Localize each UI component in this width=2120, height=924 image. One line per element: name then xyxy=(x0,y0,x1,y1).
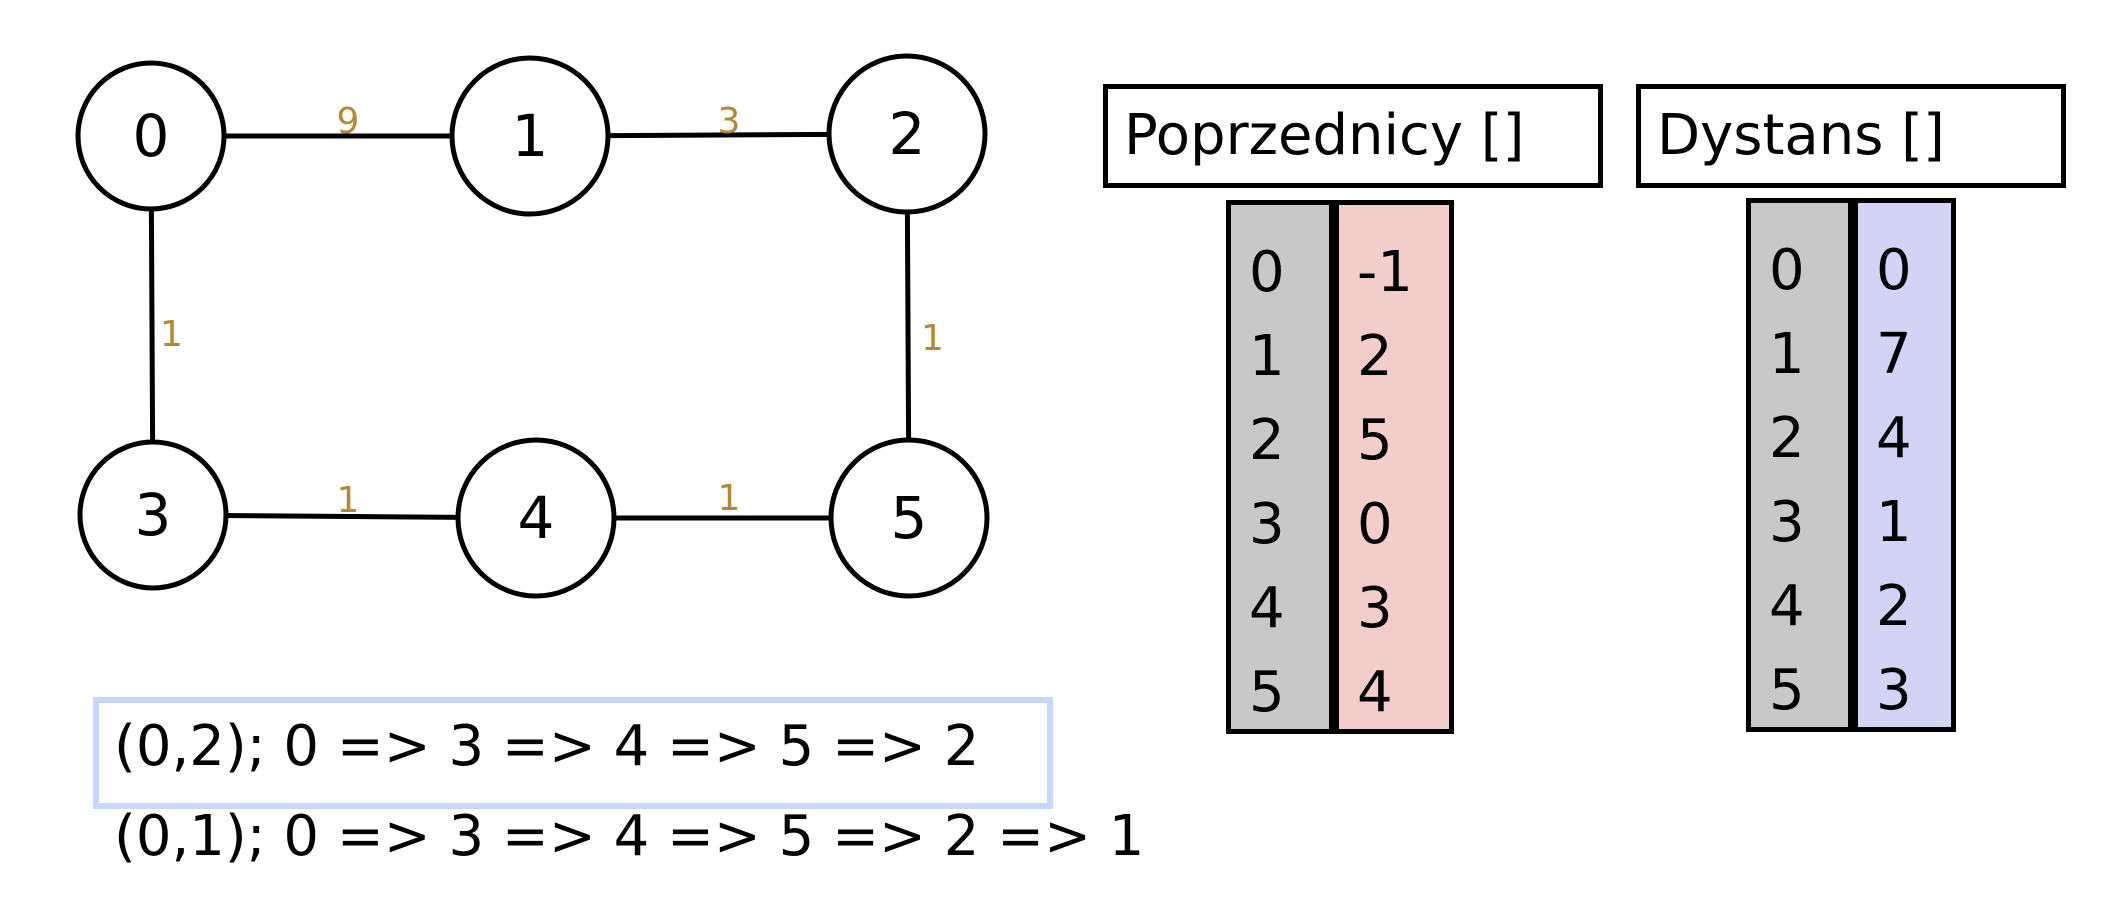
node-label-1: 1 xyxy=(512,102,549,170)
path-line: (0,2); 0 => 3 => 4 => 5 => 2 xyxy=(114,714,980,779)
dystans-value-cell: 1 xyxy=(1876,490,1912,555)
dystans-value-cell: 3 xyxy=(1876,658,1912,723)
poprzednicy-index-cell: 5 xyxy=(1249,660,1285,725)
dystans-value-cell: 7 xyxy=(1876,322,1912,387)
node-2 xyxy=(826,53,988,215)
node-label-5: 5 xyxy=(891,484,928,552)
poprzednicy-value-cell: 3 xyxy=(1357,576,1393,641)
edge-weight-0-1: 9 xyxy=(337,101,360,142)
node-label-4: 4 xyxy=(518,484,555,552)
dystans-index-cell: 4 xyxy=(1769,574,1805,639)
poprzednicy-index-cell: 4 xyxy=(1249,576,1285,641)
dystans-value-cell: 0 xyxy=(1876,238,1912,303)
dystans-index-column: 0 1 2 3 4 5 xyxy=(1751,203,1858,727)
poprzednicy-value-cell: 4 xyxy=(1357,660,1393,725)
dystans-value-cell: 4 xyxy=(1876,406,1912,471)
poprzednicy-index-cell: 0 xyxy=(1249,240,1285,305)
node-4 xyxy=(455,437,617,599)
graph-nodes: 0 1 2 3 4 5 xyxy=(75,53,990,599)
node-5 xyxy=(828,437,990,599)
poprzednicy-index-cell: 1 xyxy=(1249,324,1285,389)
poprzednicy-index-cell: 2 xyxy=(1249,408,1285,473)
poprzednicy-value-cell: -1 xyxy=(1357,240,1413,305)
edge-weight-0-3: 1 xyxy=(160,314,183,355)
node-0 xyxy=(75,60,227,212)
poprzednicy-index-cell: 3 xyxy=(1249,492,1285,557)
poprzednicy-index-column: 0 1 2 3 4 5 xyxy=(1231,205,1339,729)
dystans-index-cell: 2 xyxy=(1769,406,1805,471)
poprzednicy-value-column: -1 2 5 0 3 4 xyxy=(1339,205,1449,729)
poprzednicy-array: 0 1 2 3 4 5 -1 2 5 0 3 4 xyxy=(1226,200,1454,734)
dystans-index-cell: 1 xyxy=(1769,322,1805,387)
node-label-3: 3 xyxy=(135,481,172,549)
dystans-index-cell: 5 xyxy=(1769,658,1805,723)
dystans-value-column: 0 7 4 1 2 3 xyxy=(1858,203,1951,727)
poprzednicy-title: Poprzednicy [] xyxy=(1103,84,1603,188)
path-highlight-box xyxy=(93,697,1053,809)
dystans-index-cell: 3 xyxy=(1769,490,1805,555)
edge-weight-2-5: 1 xyxy=(921,318,944,359)
poprzednicy-value-cell: 0 xyxy=(1357,492,1393,557)
node-label-0: 0 xyxy=(133,102,170,170)
path-line: (0,1); 0 => 3 => 4 => 5 => 2 => 1 xyxy=(114,804,1145,869)
dystans-index-cell: 0 xyxy=(1769,238,1805,303)
node-1 xyxy=(449,55,611,217)
dystans-value-cell: 2 xyxy=(1876,574,1912,639)
dystans-array: 0 1 2 3 4 5 0 7 4 1 2 3 xyxy=(1746,198,1956,732)
edge-weight-1-2: 3 xyxy=(718,101,741,142)
node-3 xyxy=(77,439,229,591)
node-label-2: 2 xyxy=(889,100,926,168)
dystans-title: Dystans [] xyxy=(1636,84,2066,188)
poprzednicy-value-cell: 5 xyxy=(1357,408,1393,473)
edge-weight-3-4: 1 xyxy=(337,480,360,521)
edge-weight-4-5: 1 xyxy=(718,478,741,519)
poprzednicy-value-cell: 2 xyxy=(1357,324,1393,389)
